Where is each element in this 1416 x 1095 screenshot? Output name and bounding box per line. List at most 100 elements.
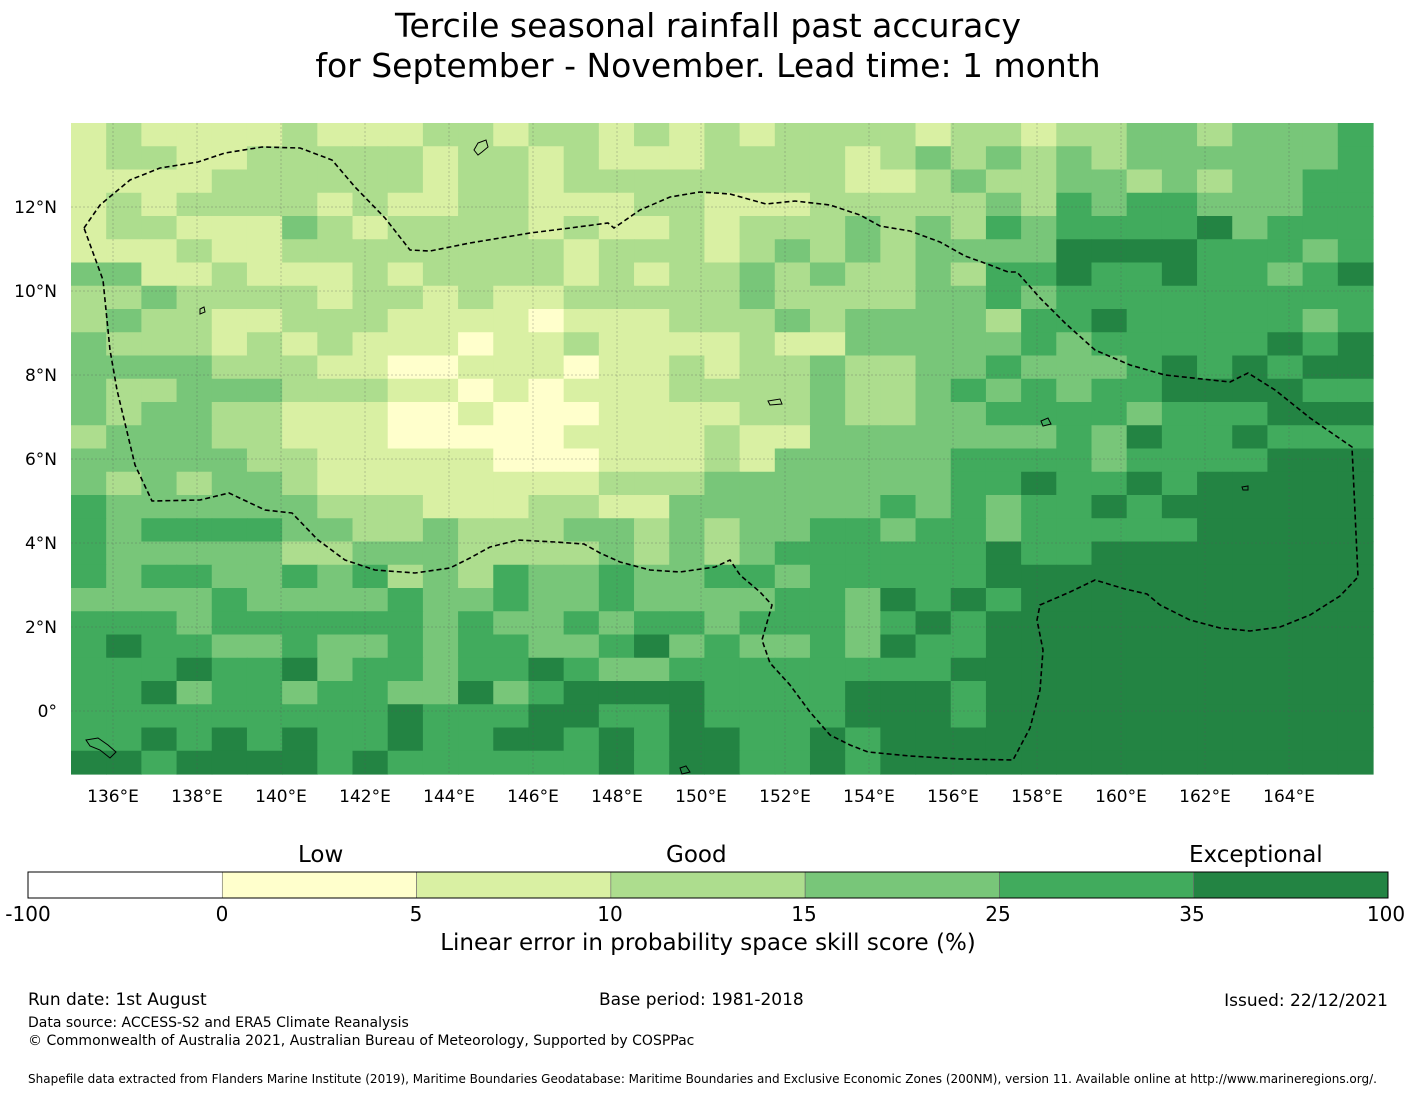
grid-cell <box>598 123 635 147</box>
grid-cell <box>915 378 952 403</box>
grid-cell <box>282 123 318 147</box>
grid-cell <box>176 704 213 729</box>
grid-cell <box>1337 750 1374 775</box>
grid-cell <box>915 564 952 589</box>
colorbar-segment <box>27 871 223 899</box>
grid-cell <box>317 332 354 357</box>
grid-cell <box>1056 216 1093 240</box>
grid-cell <box>1232 541 1269 566</box>
longitude-tick-label: 138°E <box>171 787 223 807</box>
grid-cell <box>246 355 283 380</box>
longitude-tick-label: 154°E <box>843 787 895 807</box>
grid-cell <box>704 495 741 519</box>
grid-cell <box>176 123 213 147</box>
grid-cell <box>1161 332 1198 357</box>
grid-cell <box>317 681 354 705</box>
grid-cell <box>845 681 881 705</box>
grid-cell <box>1021 169 1057 194</box>
grid-cell <box>458 332 494 357</box>
grid-cell <box>1267 541 1304 566</box>
grid-cell <box>563 378 600 403</box>
grid-cell <box>1126 378 1163 403</box>
grid-cell <box>246 146 283 171</box>
grid-cell <box>1021 123 1057 147</box>
data-source: Data source: ACCESS-S2 and ERA5 Climate … <box>28 1015 409 1031</box>
grid-cell <box>528 402 565 426</box>
grid-cell <box>528 611 565 636</box>
grid-cell <box>1337 262 1374 287</box>
grid-cell <box>387 402 424 426</box>
grid-cell <box>704 727 741 752</box>
grid-cell <box>528 634 565 659</box>
grid-cell <box>1232 262 1269 287</box>
grid-cell <box>106 704 142 729</box>
grid-cell <box>669 169 706 194</box>
grid-cell <box>282 657 318 682</box>
grid-cell <box>141 425 178 450</box>
grid-cell <box>880 123 917 147</box>
grid-cell <box>422 704 459 729</box>
grid-cell <box>704 704 741 729</box>
grid-cell <box>704 192 741 217</box>
grid-cell <box>1232 146 1269 171</box>
grid-cell <box>809 123 846 147</box>
grid-cell <box>1021 750 1057 775</box>
grid-cell <box>669 657 706 682</box>
grid-cell <box>422 378 459 403</box>
grid-cell <box>1197 239 1233 264</box>
grid-cell <box>1197 146 1233 171</box>
grid-cell <box>1232 309 1269 333</box>
grid-cell <box>809 611 846 636</box>
grid-cell <box>141 146 178 171</box>
grid-cell <box>1021 239 1057 264</box>
grid-cell <box>493 495 530 519</box>
grid-cell <box>598 355 635 380</box>
grid-cell <box>1232 588 1269 612</box>
grid-cell <box>1197 378 1233 403</box>
grid-cell <box>1021 402 1057 426</box>
grid-cell <box>387 750 424 775</box>
grid-cell <box>176 657 213 682</box>
grid-cell <box>352 169 389 194</box>
grid-cell <box>915 448 952 473</box>
grid-cell <box>317 378 354 403</box>
grid-cell <box>1337 146 1374 171</box>
grid-cell <box>634 634 670 659</box>
grid-cell <box>704 239 741 264</box>
grid-cell <box>458 402 494 426</box>
latitude-tick-label: 6°N <box>25 450 57 470</box>
grid-cell <box>774 192 811 217</box>
grid-cell <box>106 169 142 194</box>
grid-cell <box>246 750 283 775</box>
longitude-tick-label: 156°E <box>927 787 979 807</box>
grid-cell <box>387 518 424 543</box>
grid-cell <box>1161 216 1198 240</box>
grid-cell <box>422 495 459 519</box>
grid-cell <box>211 727 248 752</box>
grid-cell <box>352 448 389 473</box>
grid-cell <box>563 657 600 682</box>
grid-cell <box>1161 681 1198 705</box>
grid-cell <box>915 146 952 171</box>
grid-cell <box>176 471 213 496</box>
grid-cell <box>1302 564 1339 589</box>
grid-cell <box>1267 564 1304 589</box>
grid-cell <box>1302 448 1339 473</box>
grid-cell <box>985 402 1022 426</box>
grid-cell <box>669 704 706 729</box>
grid-cell <box>211 402 248 426</box>
grid-cell <box>845 192 881 217</box>
grid-cell <box>669 750 706 775</box>
grid-cell <box>1161 588 1198 612</box>
grid-cell <box>422 448 459 473</box>
grid-cell <box>528 541 565 566</box>
grid-cell <box>634 309 670 333</box>
grid-cell <box>422 541 459 566</box>
grid-cell <box>493 541 530 566</box>
grid-cell <box>845 402 881 426</box>
grid-cell <box>669 471 706 496</box>
grid-cell <box>352 146 389 171</box>
grid-cell <box>1337 309 1374 333</box>
grid-cell <box>704 634 741 659</box>
grid-cell <box>985 634 1022 659</box>
